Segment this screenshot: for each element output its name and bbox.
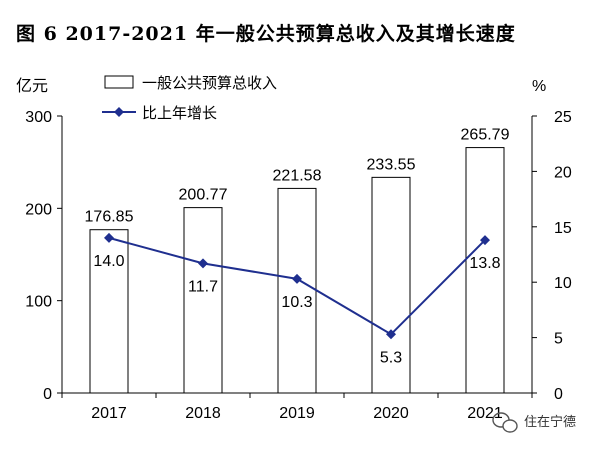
bar bbox=[183, 207, 223, 394]
growth-point bbox=[386, 329, 396, 340]
x-axis-tick-label: 2019 bbox=[279, 405, 315, 422]
growth-value-label: 14.0 bbox=[93, 253, 124, 270]
bar-value-label: 265.79 bbox=[461, 127, 510, 144]
right-axis-tick-label: 20 bbox=[554, 164, 572, 181]
right-axis-tick-label: 5 bbox=[554, 331, 563, 348]
growth-value-label: 13.8 bbox=[469, 255, 500, 272]
legend-bar-swatch bbox=[104, 75, 134, 89]
growth-value-label: 5.3 bbox=[380, 349, 402, 366]
chart-title: 图 6 2017-2021 年一般公共预算总收入及其增长速度 bbox=[16, 22, 516, 45]
right-axis-unit: % bbox=[532, 78, 546, 95]
left-axis-tick-label: 100 bbox=[25, 294, 52, 311]
bar bbox=[89, 229, 129, 394]
growth-point bbox=[104, 232, 114, 243]
left-axis-tick-label: 300 bbox=[25, 109, 52, 126]
wechat-icon bbox=[492, 412, 518, 433]
x-axis-tick-label: 2017 bbox=[91, 405, 127, 422]
bar-value-label: 176.85 bbox=[85, 209, 134, 226]
growth-point bbox=[480, 235, 490, 246]
left-axis-unit: 亿元 bbox=[16, 77, 48, 95]
right-axis-tick-label: 15 bbox=[554, 220, 572, 237]
left-axis-tick-label: 0 bbox=[43, 386, 52, 403]
bar-value-label: 200.77 bbox=[179, 187, 228, 204]
right-axis-tick-label: 10 bbox=[554, 275, 572, 292]
legend-bar-label: 一般公共预算总收入 bbox=[142, 74, 277, 92]
legend-line-label: 比上年增长 bbox=[142, 104, 217, 122]
watermark: 住在宁德 bbox=[492, 412, 576, 433]
left-axis-tick-label: 200 bbox=[25, 201, 52, 218]
x-axis-tick-label: 2020 bbox=[373, 405, 409, 422]
growth-value-label: 11.7 bbox=[188, 278, 218, 295]
bar-value-label: 221.58 bbox=[273, 167, 322, 184]
right-axis-tick-label: 25 bbox=[554, 109, 572, 126]
x-axis-tick-label: 2018 bbox=[185, 405, 221, 422]
growth-point bbox=[198, 258, 208, 269]
growth-value-label: 10.3 bbox=[281, 294, 312, 311]
bar bbox=[277, 187, 317, 394]
bar bbox=[371, 176, 411, 394]
bar bbox=[465, 147, 505, 394]
bar-value-label: 233.55 bbox=[367, 156, 416, 173]
growth-point bbox=[292, 273, 302, 284]
watermark-text: 住在宁德 bbox=[524, 414, 576, 430]
right-axis-tick-label: 0 bbox=[554, 386, 563, 403]
legend-line-marker bbox=[114, 107, 124, 117]
